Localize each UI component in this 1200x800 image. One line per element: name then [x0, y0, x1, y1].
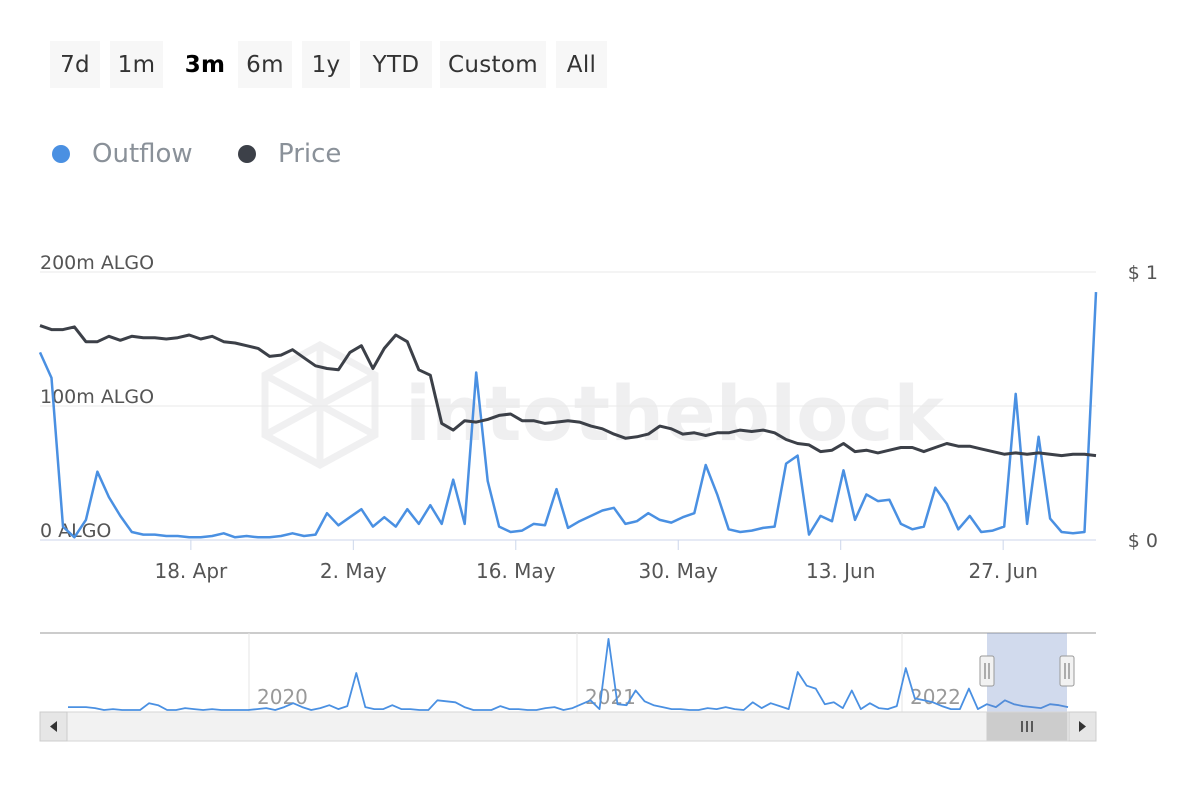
range-button-1m[interactable]: 1m — [110, 41, 163, 88]
watermark-text: intotheblock — [405, 369, 945, 458]
grid — [40, 271, 1096, 541]
navigator: 2020 2021 2022 — [40, 632, 1096, 712]
range-button-3m[interactable]: 3m — [175, 41, 235, 88]
series-line-outflow — [38, 292, 1098, 539]
navigator-tick-label: 2021 — [585, 685, 636, 709]
arrow-left-icon — [50, 721, 57, 732]
navigator-tick-label: 2022 — [910, 685, 961, 709]
left-axis-tick-label: 200m ALGO — [40, 252, 154, 274]
x-axis-tick-label: 13. Jun — [806, 559, 875, 583]
navigator-selected-range[interactable] — [987, 633, 1067, 712]
right-axis-tick-label: $ 0 — [1128, 530, 1158, 552]
range-button-custom[interactable]: Custom — [440, 41, 546, 88]
legend-item-price[interactable]: Price — [238, 139, 341, 169]
navigator-left-handle[interactable] — [979, 655, 995, 687]
range-button-6m[interactable]: 6m — [238, 41, 292, 88]
range-button-all[interactable]: All — [556, 41, 607, 88]
left-axis-tick-label: 100m ALGO — [40, 386, 154, 408]
scrollbar-track[interactable] — [39, 711, 1097, 742]
range-button-ytd[interactable]: YTD — [360, 41, 432, 88]
left-axis-tick-label: 0 ALGO — [40, 520, 111, 542]
legend-marker — [238, 145, 256, 163]
legend-marker — [52, 145, 70, 163]
watermark: intotheblock — [261, 341, 945, 469]
range-button-7d[interactable]: 7d — [50, 41, 100, 88]
x-axis-tick-label: 16. May — [476, 559, 556, 583]
legend-label: Outflow — [92, 139, 193, 169]
arrow-right-icon — [1079, 721, 1086, 732]
scrollbar[interactable] — [39, 711, 1097, 742]
x-axis-tick-label: 18. Apr — [154, 559, 228, 583]
legend-item-outflow[interactable]: Outflow — [52, 139, 193, 169]
x-axis-tick-label: 2. May — [320, 559, 387, 583]
x-axis-tick-label: 27. Jun — [968, 559, 1037, 583]
watermark-logo-icon — [261, 341, 379, 469]
range-button-1y[interactable]: 1y — [302, 41, 350, 88]
navigator-right-handle[interactable] — [1059, 655, 1075, 687]
navigator-series-line — [68, 638, 1069, 711]
right-axis-tick-label: $ 1 — [1128, 262, 1158, 284]
series-line-price — [39, 324, 1097, 458]
x-axis-tick-label: 30. May — [638, 559, 718, 583]
legend-label: Price — [278, 139, 342, 169]
